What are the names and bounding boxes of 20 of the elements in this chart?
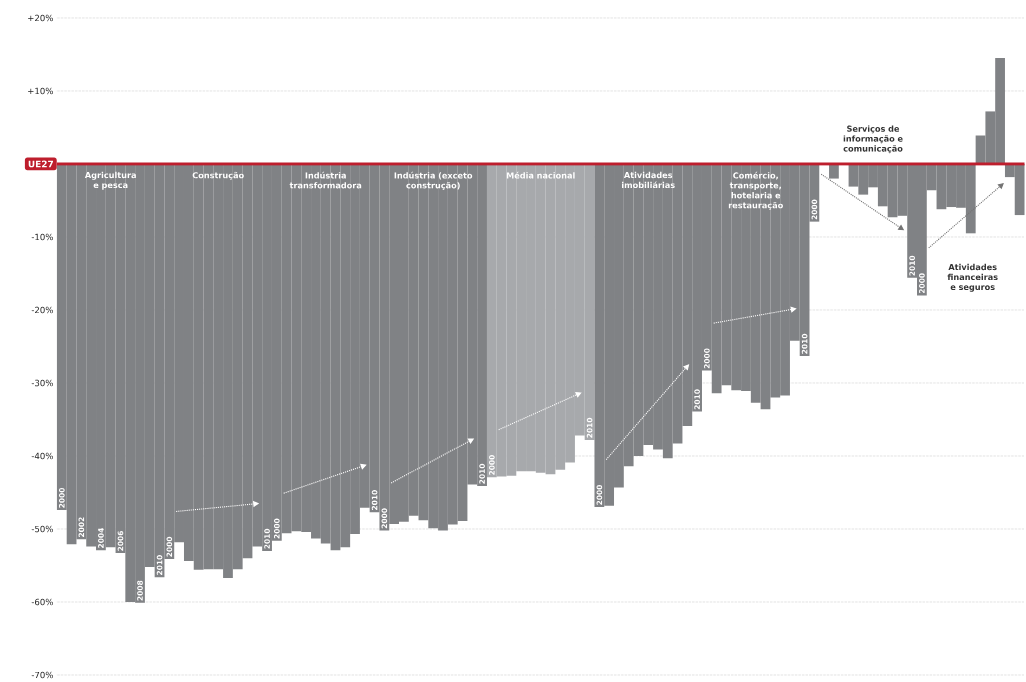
y-tick-label: -20% xyxy=(31,306,53,314)
annotation: Média nacional xyxy=(506,172,575,179)
y-tick-label: +10% xyxy=(28,87,53,95)
y-tick-label: -10% xyxy=(31,233,53,241)
annotation: Atividades imobiliárias xyxy=(622,172,675,189)
y-tick-label: +20% xyxy=(28,14,53,22)
y-tick-label: -60% xyxy=(31,598,53,606)
y-tick-label: -70% xyxy=(31,671,53,679)
bar xyxy=(829,164,839,179)
annotation: Comércio, transporte, hotelaria e restauração xyxy=(728,172,783,211)
annotation: Serviços de informação e comunicação xyxy=(843,125,903,154)
annotation: Atividades financeiras e seguros xyxy=(947,264,998,292)
y-tick-label: -40% xyxy=(31,452,53,460)
y-tick-label: -50% xyxy=(31,525,53,533)
annotation: Indústria transformadora xyxy=(289,172,362,189)
annotation: Construção xyxy=(192,172,244,181)
y-tick-label: -30% xyxy=(31,379,53,387)
annotation: Agricultura e pesca xyxy=(84,172,136,190)
annotation: Indústria (exceto construção) xyxy=(394,172,473,191)
ref-line-label: UE27 xyxy=(28,160,54,168)
